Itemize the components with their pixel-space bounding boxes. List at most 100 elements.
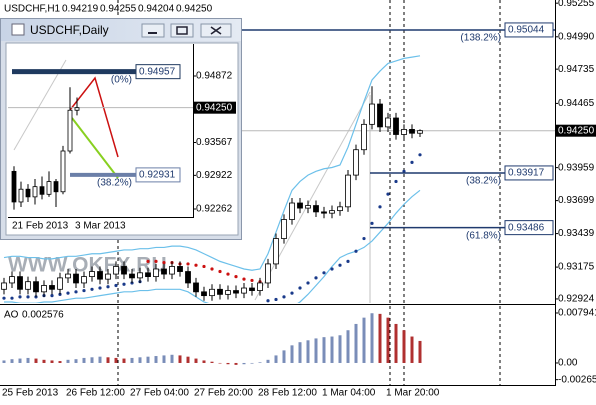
candle-body <box>202 292 207 296</box>
candle-body <box>394 118 399 134</box>
sar-dot <box>370 222 373 225</box>
candle-body <box>362 124 367 149</box>
candle-body <box>162 269 167 274</box>
sar-dot <box>98 286 101 289</box>
ao-bar <box>315 338 318 363</box>
sar-dot <box>242 278 245 281</box>
candle-body <box>114 266 119 274</box>
sar-dot <box>202 265 205 268</box>
y-tick-label: 0.93439 <box>558 228 595 239</box>
candle-body <box>402 129 407 134</box>
minimize-button[interactable] <box>142 24 164 37</box>
sar-dot <box>322 271 325 274</box>
sar-dot <box>354 250 357 253</box>
candle-body <box>75 108 79 111</box>
ao-bar <box>75 359 78 363</box>
candle-body <box>226 291 231 295</box>
x-tick-label: 1 Mar 20:00 <box>386 388 440 399</box>
ao-bar <box>379 314 382 363</box>
ao-bar <box>35 359 38 363</box>
sar-dot <box>314 276 317 279</box>
candle-body <box>258 283 263 291</box>
fib-ratio-label: (0%) <box>111 74 132 85</box>
candle-body <box>58 278 63 289</box>
y-tick-label: 0.95255 <box>558 0 595 9</box>
y-tick-label: 0.92262 <box>196 204 233 215</box>
sar-dot <box>362 237 365 240</box>
ao-bar <box>411 337 414 363</box>
candle-body <box>130 274 135 278</box>
candle-body <box>42 285 47 291</box>
ohlc-value: 0.94219 <box>62 4 99 15</box>
ao-bar <box>387 318 390 363</box>
candle-body <box>330 211 335 214</box>
ao-bar <box>371 313 374 363</box>
y-tick-label: 0.94990 <box>558 31 595 42</box>
y-tick-label: 0.93699 <box>558 195 595 206</box>
y-tick-label: 0.92922 <box>196 170 233 181</box>
sar-dot <box>90 288 93 291</box>
sar-dot <box>122 283 125 286</box>
sar-dot <box>74 290 77 293</box>
candle-body <box>122 266 127 274</box>
candle-body <box>40 187 44 195</box>
inset-window: USDCHF,Daily 0.94957(0%)0.92931(38.2%)21… <box>1 19 242 240</box>
sar-dot <box>50 294 53 297</box>
maximize-button[interactable] <box>171 24 193 37</box>
sar-dot <box>194 264 197 267</box>
candle-body <box>194 283 199 292</box>
ao-bar <box>99 357 102 363</box>
fib-ratio-label: (38.2%) <box>466 176 501 187</box>
y-tick-label: 0.00 <box>558 358 578 369</box>
candle-body <box>410 129 415 133</box>
ao-bar <box>403 330 406 363</box>
sar-dot <box>250 279 253 282</box>
sar-dot <box>298 286 301 289</box>
ao-bar <box>363 318 366 363</box>
ao-bar <box>19 359 22 363</box>
fib-price-label: 0.95044 <box>508 25 545 36</box>
ohlc-value: 0.94204 <box>138 4 175 15</box>
ao-bar <box>179 355 182 363</box>
sar-dot <box>218 270 221 273</box>
candle-body <box>170 266 175 274</box>
sar-dot <box>346 260 349 263</box>
fib-price-label: 0.93486 <box>508 222 545 233</box>
ao-bar <box>139 357 142 363</box>
ao-bar <box>115 358 118 363</box>
candle-body <box>290 203 295 219</box>
window-icon <box>12 24 24 35</box>
sar-dot <box>338 264 341 267</box>
sar-dot <box>394 180 397 183</box>
candle-body <box>82 277 87 283</box>
ao-bar <box>67 360 70 363</box>
candle-body <box>26 282 31 290</box>
ohlc-value: 0.94255 <box>100 4 137 15</box>
candle-body <box>186 272 191 283</box>
ao-bar <box>283 350 286 363</box>
sar-dot <box>266 299 269 302</box>
candle-body <box>386 118 391 127</box>
sar-dot <box>418 153 421 156</box>
ao-bar <box>163 355 166 363</box>
chart-title: USDCHF,H1 <box>4 4 61 15</box>
fib-price-label: 0.92931 <box>139 170 176 181</box>
ao-bar <box>123 359 126 363</box>
ao-bar <box>107 357 110 363</box>
sar-dot <box>2 297 5 300</box>
candle-body <box>210 289 215 295</box>
candle-body <box>61 151 65 192</box>
candle-body <box>74 274 79 283</box>
candle-body <box>98 272 103 280</box>
ao-bar <box>291 345 294 363</box>
sar-dot <box>10 297 13 300</box>
sar-dot <box>26 295 29 298</box>
fib-price-label: 0.94957 <box>139 66 176 77</box>
candle-body <box>106 274 111 279</box>
y-tick-label: -0.00265 <box>558 374 596 385</box>
ao-bar <box>11 359 14 363</box>
ao-bar <box>51 360 54 363</box>
x-tick-label: 27 Feb 04:00 <box>130 388 189 399</box>
y-tick-label: 0.94735 <box>558 64 595 75</box>
